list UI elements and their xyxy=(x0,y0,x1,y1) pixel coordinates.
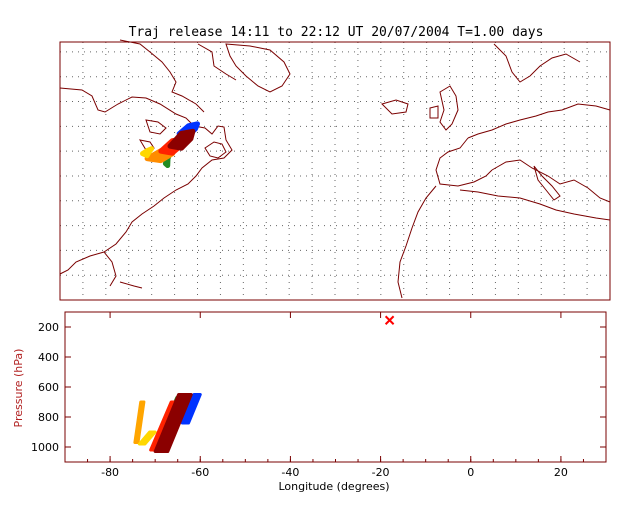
x-tick-label: 20 xyxy=(554,466,568,479)
chart-title: Traj release 14:11 to 22:12 UT 20/07/200… xyxy=(129,25,544,40)
profile-trajectory-band xyxy=(133,400,146,444)
y-tick-label: 600 xyxy=(38,381,59,394)
map-frame xyxy=(59,41,611,301)
map-trajectories xyxy=(140,121,200,169)
profile-axes: -80 -60 -40 -20 0 20 200 400 600 800 1000 xyxy=(31,312,607,479)
map-grid xyxy=(60,42,610,300)
y-tick-label: 200 xyxy=(38,321,59,334)
profile-trajectory-band xyxy=(137,430,157,446)
x-tick-label: -40 xyxy=(281,466,299,479)
y-tick-label: 1000 xyxy=(31,441,59,454)
x-tick-label: -80 xyxy=(101,466,119,479)
profile-trajectories xyxy=(133,315,395,453)
y-tick-label: 800 xyxy=(38,411,59,424)
x-tick-label: -60 xyxy=(191,466,209,479)
map-panel xyxy=(59,39,611,301)
release-point-marker xyxy=(384,315,395,325)
x-tick-label: -20 xyxy=(372,466,390,479)
y-tick-label: 400 xyxy=(38,351,59,364)
x-axis-label: Longitude (degrees) xyxy=(278,480,389,493)
coastlines xyxy=(59,39,611,299)
map-trajectory-cluster xyxy=(140,146,155,159)
profile-trajectory-band xyxy=(153,393,193,453)
profile-panel: -80 -60 -40 -20 0 20 200 400 600 800 1000 Longitud… xyxy=(12,311,607,493)
marker-stroke xyxy=(384,315,395,325)
profile-trajectory-band xyxy=(180,393,202,425)
x-tick-label: 0 xyxy=(467,466,474,479)
y-axis-label: Pressure (hPa) xyxy=(12,349,25,428)
map-trajectory-cluster xyxy=(167,128,196,151)
